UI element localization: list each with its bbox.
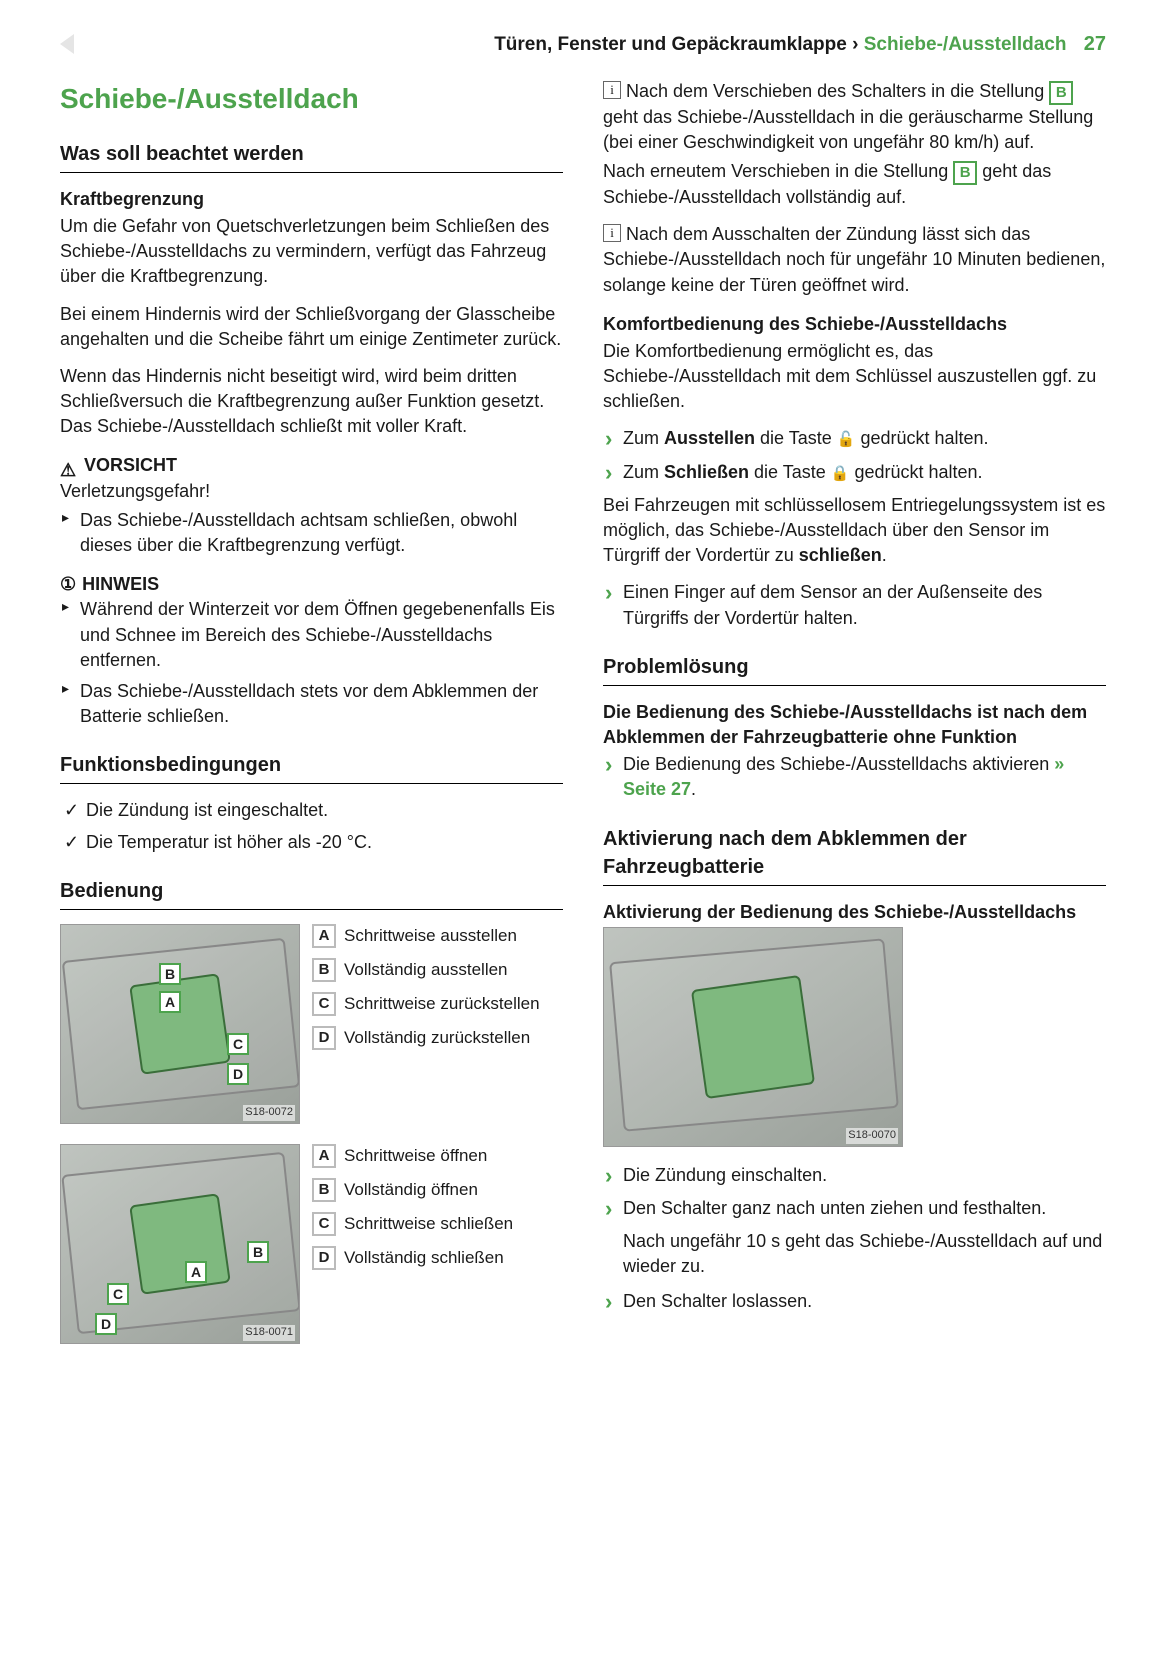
caution-list: Das Schiebe-/Ausstelldach achtsam schlie… [60, 508, 563, 558]
legend-marker: D [312, 1246, 336, 1270]
section-heading: Funktionsbedingungen [60, 751, 563, 784]
legend-text: Schrittweise schließen [344, 1212, 513, 1236]
unlock-icon: 🔓 [837, 431, 856, 448]
sub-heading: Kraftbegrenzung [60, 187, 563, 212]
figure-legend: A Schrittweise öffnen B Vollständig öffnen… [312, 1144, 563, 1344]
info-paragraph: i Nach dem Ausschalten der Zündung lässt… [603, 222, 1106, 298]
figure-caption: S18-0070 [846, 1128, 898, 1143]
list-item: Zum Schließen die Taste 🔒 gedrückt halte… [603, 460, 1106, 485]
left-column: Schiebe-/Ausstelldach Was soll beachtet … [60, 79, 563, 1364]
legend-marker: B [312, 958, 336, 982]
legend-marker: D [312, 1026, 336, 1050]
legend-marker: A [312, 924, 336, 948]
paragraph: Wenn das Hindernis nicht beseitigt wird,… [60, 364, 563, 440]
figure-image-2: A B C D S18-0071 [60, 1144, 300, 1344]
paragraph: Um die Gefahr von Quetschverletzungen be… [60, 214, 563, 290]
info-icon: i [603, 224, 621, 242]
list-item: Einen Finger auf dem Sensor an der Außen… [603, 580, 1106, 630]
figure-image-1: A B C D S18-0072 [60, 924, 300, 1124]
list-item: Die Zündung ist eingeschaltet. [60, 798, 563, 823]
figure-row: A B C D S18-0072 A Schrittweise ausstelle… [60, 924, 563, 1124]
figure-image-3: S18-0070 [603, 927, 903, 1147]
paragraph: Die Komfortbedienung ermöglicht es, das … [603, 339, 1106, 415]
list-item: Das Schiebe-/Ausstelldach achtsam schlie… [60, 508, 563, 558]
notice-list: Während der Winterzeit vor dem Öffnen ge… [60, 597, 563, 729]
exclamation-circle-icon: ① [60, 572, 76, 597]
paragraph: Bei Fahrzeugen mit schlüssellosem Entrie… [603, 493, 1106, 569]
action-list: Zum Ausstellen die Taste 🔓 gedrückt halt… [603, 426, 1106, 484]
warning-triangle-icon [60, 458, 78, 474]
section-title: Schiebe-/Ausstelldach [864, 34, 1067, 55]
sub-heading: Aktivierung der Bedienung des Schiebe-/A… [603, 900, 1106, 925]
caution-text: Verletzungsgefahr! [60, 479, 563, 504]
position-marker: B [1049, 81, 1073, 105]
figure-row: A B C D S18-0071 ASchrittweise öffnen BV… [60, 1144, 563, 1344]
section-heading: Bedienung [60, 877, 563, 910]
legend-text: Schrittweise öffnen [344, 1144, 487, 1168]
figure-caption: S18-0072 [243, 1105, 295, 1120]
action-list: Den Schalter loslassen. [603, 1289, 1106, 1314]
info-paragraph: i Nach dem Verschieben des Schalters in … [603, 79, 1106, 155]
caution-heading: VORSICHT [60, 453, 563, 478]
section-heading: Was soll beachtet werden [60, 140, 563, 173]
notice-heading: ① HINWEIS [60, 572, 563, 597]
lock-icon: 🔒 [831, 465, 850, 482]
action-list: Die Bedienung des Schiebe-/Ausstelldachs… [603, 752, 1106, 802]
page-title: Schiebe-/Ausstelldach [60, 79, 563, 118]
conditions-list: Die Zündung ist eingeschaltet. Die Tempe… [60, 798, 563, 854]
paragraph: Nach erneutem Verschieben in die Stellun… [603, 159, 1106, 210]
list-item: Die Zündung einschalten. [603, 1163, 1106, 1188]
section-heading: Problemlösung [603, 653, 1106, 686]
right-column: i Nach dem Verschieben des Schalters in … [603, 79, 1106, 1364]
figure-caption: S18-0071 [243, 1325, 295, 1340]
breadcrumb: Türen, Fenster und Gepäckraumklappe › Sc… [84, 30, 1106, 59]
section-heading: Aktivierung nach dem Abklemmen der Fahrz… [603, 825, 1106, 886]
list-item: Während der Winterzeit vor dem Öffnen ge… [60, 597, 563, 673]
legend-text: Vollständig schließen [344, 1246, 504, 1270]
list-item: Den Schalter ganz nach unten ziehen und … [603, 1196, 1106, 1221]
legend-text: Schrittweise zurückstellen [344, 992, 540, 1016]
sub-heading: Komfortbedienung des Schiebe-/Ausstellda… [603, 312, 1106, 337]
legend-marker: C [312, 992, 336, 1016]
chevron-left-icon [60, 34, 74, 54]
action-list: Die Zündung einschalten. Den Schalter ga… [603, 1163, 1106, 1221]
position-marker: B [953, 161, 977, 185]
legend-marker: A [312, 1144, 336, 1168]
page-header: Türen, Fenster und Gepäckraumklappe › Sc… [60, 30, 1106, 59]
sub-heading: Die Bedienung des Schiebe-/Ausstelldachs… [603, 700, 1106, 750]
legend-marker: C [312, 1212, 336, 1236]
info-icon: i [603, 81, 621, 99]
legend-text: Vollständig öffnen [344, 1178, 478, 1202]
legend-text: Schrittweise ausstellen [344, 924, 517, 948]
chapter-title: Türen, Fenster und Gepäckraumklappe [494, 34, 847, 55]
list-item: Die Temperatur ist höher als -20 °C. [60, 830, 563, 855]
legend-text: Vollständig zurückstellen [344, 1026, 530, 1050]
list-item: Zum Ausstellen die Taste 🔓 gedrückt halt… [603, 426, 1106, 451]
list-item: Die Bedienung des Schiebe-/Ausstelldachs… [603, 752, 1106, 802]
legend-marker: B [312, 1178, 336, 1202]
paragraph: Nach ungefähr 10 s geht das Schiebe-/Aus… [603, 1229, 1106, 1279]
page-number: 27 [1084, 33, 1106, 55]
legend-text: Vollständig ausstellen [344, 958, 508, 982]
list-item: Das Schiebe-/Ausstelldach stets vor dem … [60, 679, 563, 729]
action-list: Einen Finger auf dem Sensor an der Außen… [603, 580, 1106, 630]
figure-legend: A Schrittweise ausstellen B Vollständig au… [312, 924, 563, 1124]
paragraph: Bei einem Hindernis wird der Schließvorg… [60, 302, 563, 352]
list-item: Den Schalter loslassen. [603, 1289, 1106, 1314]
